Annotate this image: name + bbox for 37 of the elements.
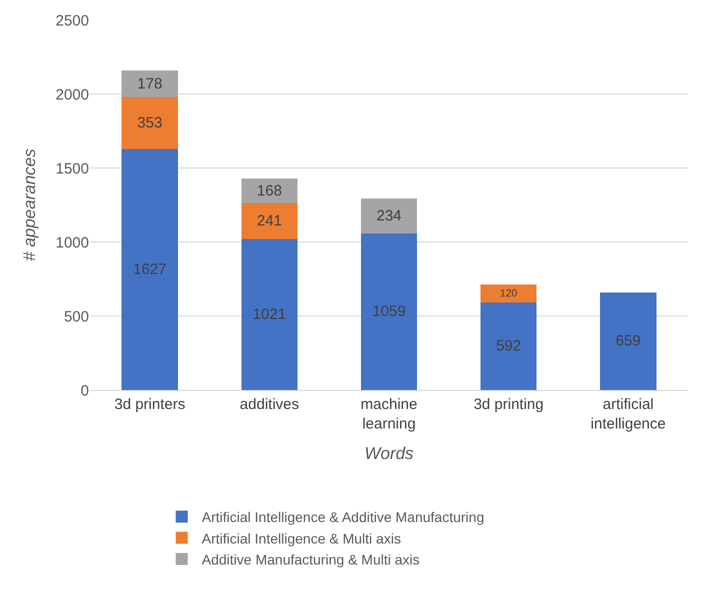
y-axis-title: # appearances xyxy=(20,148,40,262)
bar xyxy=(122,149,178,390)
y-tick-label: 1500 xyxy=(56,160,89,178)
bar xyxy=(480,302,537,390)
y-tick-label: 500 xyxy=(64,308,89,326)
x-tick-label: 3d printing xyxy=(474,396,544,413)
bar xyxy=(122,70,178,97)
data-label: 120 xyxy=(500,288,518,300)
bar xyxy=(360,233,418,390)
data-label: 168 xyxy=(256,182,282,200)
legend-label: Artificial Intelligence & Multi axis xyxy=(202,530,401,546)
y-tick-label: 2000 xyxy=(56,86,89,104)
x-tick-label: artificial intelligence xyxy=(590,396,666,432)
bar xyxy=(480,284,537,302)
data-label: 178 xyxy=(137,75,162,92)
data-label: 1627 xyxy=(133,261,166,278)
bar xyxy=(360,198,418,234)
data-label: 353 xyxy=(137,114,162,132)
bar xyxy=(241,203,298,239)
x-tick-label: additives xyxy=(240,396,299,413)
data-label: 234 xyxy=(376,207,402,224)
x-tick-label: machine learning xyxy=(360,396,418,432)
y-tick-label: 0 xyxy=(80,382,89,400)
x-axis-title: Words xyxy=(364,444,414,463)
data-label: 1059 xyxy=(372,303,406,320)
bar xyxy=(241,238,298,390)
y-tick-label: 2500 xyxy=(56,12,89,30)
data-label: 241 xyxy=(256,212,282,230)
bar xyxy=(122,96,178,150)
bar xyxy=(600,292,656,390)
legend-label: Additive Manufacturing & Multi axis xyxy=(202,551,420,568)
legend-label: Artificial Intelligence & Additive Manufacturing xyxy=(202,509,484,526)
data-label: 659 xyxy=(616,332,641,350)
y-tick-label: 1000 xyxy=(56,234,89,252)
data-label: 592 xyxy=(496,338,522,355)
x-tick-label: 3d printers xyxy=(114,396,186,413)
data-label: 1021 xyxy=(252,306,286,323)
